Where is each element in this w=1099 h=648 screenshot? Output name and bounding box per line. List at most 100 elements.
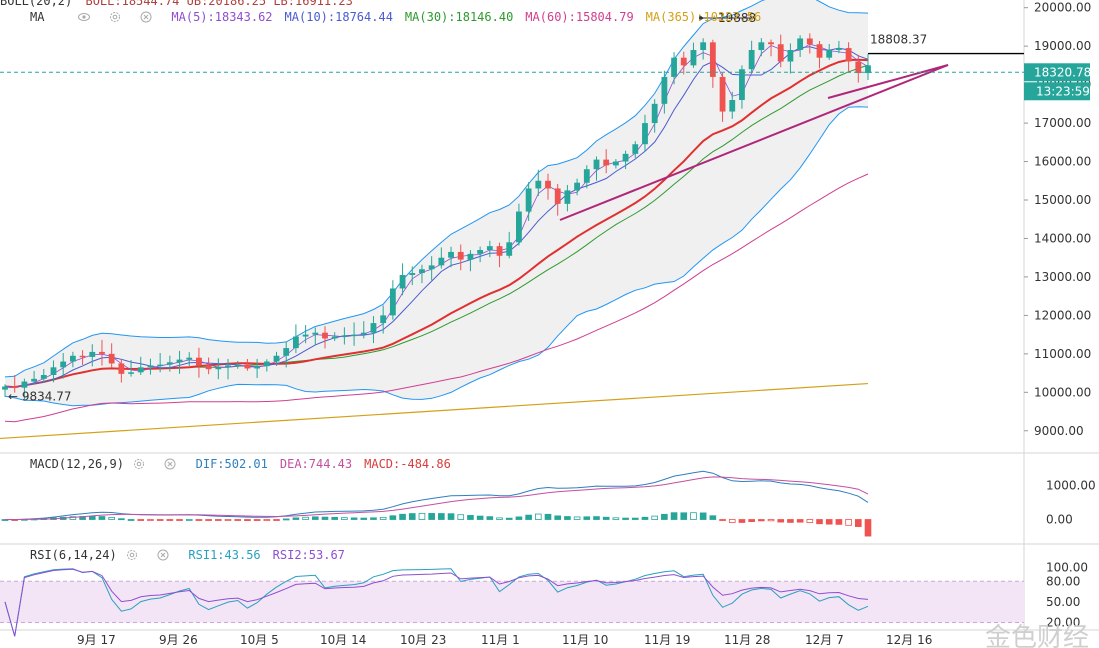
price-tick-label: 10000.00 [1034,385,1091,399]
candle-body [525,188,532,212]
macd-histogram-bar [535,513,542,520]
macd-histogram-bar [486,516,494,520]
settings-gear-icon[interactable] [133,457,145,469]
price-tick-label: 19000.00 [1034,39,1091,53]
countdown-tag: 13:23:59 [1036,84,1090,98]
macd-histogram-bar [389,515,397,520]
macd-histogram-bar [573,516,581,520]
ma-value-1: MA(10):18764.44 [284,10,393,24]
candle-body [816,44,823,58]
candle-body [283,348,290,356]
macd-histogram-bar [515,516,523,520]
close-icon[interactable] [164,457,176,470]
ma60-line [4,173,869,423]
candle-body [302,334,309,337]
x-tick-label: 12月 16 [886,633,932,647]
settings-gear-icon[interactable] [126,548,138,560]
candle-body [564,190,571,204]
macd-histogram-bar [147,519,154,521]
candle-body [622,153,629,162]
macd-histogram-bar [156,519,164,521]
candle-body [108,353,115,364]
ma-value-3: MA(60):15804.79 [525,10,634,24]
candle-body [583,169,590,183]
candle-body [254,366,261,369]
macd-histogram-bar [418,512,426,520]
x-tick-label: 11月 10 [562,633,608,647]
price-tick-label: 12000.00 [1034,308,1091,322]
candle-body [671,57,677,77]
trendline-support [559,64,949,221]
macd-histogram-bar [777,519,785,523]
eye-icon[interactable] [77,10,90,22]
candle-body [632,144,639,154]
candle-body [739,69,745,100]
x-tick-label: 11月 19 [644,633,690,647]
x-tick-label: 12月 7 [805,633,844,647]
high-arrowhead [699,15,705,21]
candle-body [128,372,134,374]
candle-body [700,42,707,50]
candle-body [545,180,551,189]
candle-body [322,332,328,339]
candle-body [826,50,833,58]
candle-body [331,336,338,339]
candle-body [865,65,871,74]
candle-body [244,364,251,369]
candle-body [157,364,164,367]
candle-body [806,38,813,45]
boll-values: BOLL:18544.74 UB:20186.25 LB:16911.23 [85,0,353,8]
candle-body [351,334,357,337]
rsi-legend-label: RSI(6,14,24) [30,548,117,562]
macd-histogram-bar [467,515,474,520]
candle-body [60,361,67,368]
candle-body [845,48,852,62]
price-tick-label: 15000.00 [1034,193,1091,207]
macd-histogram-bar [253,519,261,521]
ma-legend: MA MA(5):18343.62 MA(10):18764.44 MA(30):1… [0,8,785,26]
ma-value-0: MA(5):18343.62 [171,10,273,24]
close-icon[interactable] [157,548,169,561]
candle-body [399,275,406,289]
macd-histogram-bar [564,516,571,520]
macd-histogram-bar [631,517,639,520]
macd-histogram-bar [302,516,309,520]
macd-histogram-bar [321,516,329,520]
rsi-tick-label: 50.00 [1046,595,1080,609]
macd-tick-label: 1000.00 [1046,478,1096,492]
candle-body [147,365,154,368]
candle-body [89,351,96,357]
macd-histogram-bar [787,519,794,523]
candle-body [370,323,377,333]
candle-body [680,57,687,66]
candle-body [273,355,280,362]
last-price-tag-bg [1024,63,1090,82]
candle-body [196,357,202,366]
close-icon[interactable] [140,10,152,23]
candle-body [409,273,416,275]
macd-value-1: DEA:744.43 [279,457,353,471]
macd-legend-items: DIF:502.01 DEA:744.43 MACD:-484.86 [196,457,463,471]
boll-legend: BOLL(20,2) BOLL:18544.74 UB:20186.25 LB:… [0,0,365,10]
macd-histogram-bar [796,519,804,523]
countdown-tag-bg [1024,82,1090,101]
macd-histogram-bar [98,516,106,520]
rsi-band [0,581,1024,623]
candle-body [486,246,493,250]
macd-histogram-bar [428,513,435,520]
price-axis-bg [1024,0,1099,648]
candle-body [506,242,513,256]
settings-gear-icon[interactable] [109,10,121,22]
candle-body [729,100,736,112]
ma-value-2: MA(30):18146.40 [404,10,514,24]
candle-body [661,76,668,104]
macd-histogram-bar [825,519,833,525]
macd-dea-line [5,476,869,520]
macd-histogram-bar [699,512,707,520]
macd-histogram-bar [331,516,338,520]
candle-body [137,367,144,373]
ma-value-4: MA(365):10227.56 [645,10,762,24]
candle-body [768,42,774,45]
